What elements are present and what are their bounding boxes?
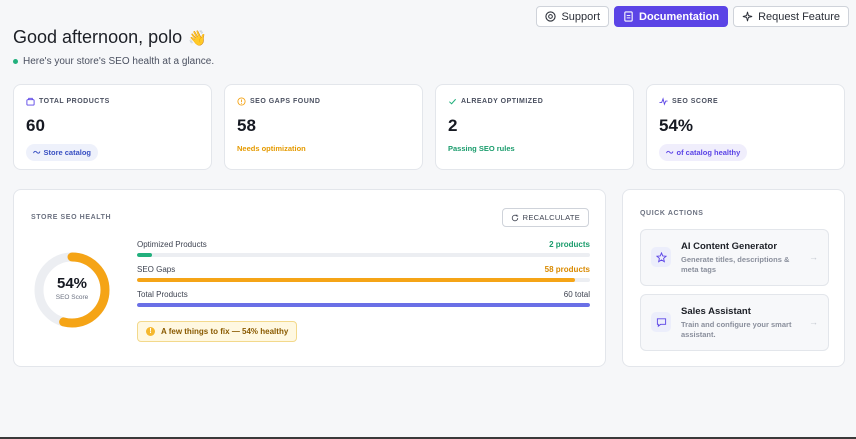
bar-track xyxy=(137,278,590,282)
seo-score-label: SEO Score xyxy=(55,294,89,301)
donut-center: 54% SEO Score xyxy=(33,275,111,301)
bar-value: 2 products xyxy=(549,240,590,249)
stat-card-seo-score: SEO SCORE 54% 〜 of catalog healthy xyxy=(646,84,845,170)
health-warning-badge: ! A few things to fix — 54% healthy xyxy=(137,321,298,342)
page-title: Good afternoon, polo 👋 xyxy=(13,27,207,48)
wave-icon: 👋 xyxy=(188,29,207,47)
stat-subtext: Needs optimization xyxy=(237,144,306,153)
subtitle-text: Here's your store's SEO health at a glan… xyxy=(23,56,215,67)
page-subtitle: Here's your store's SEO health at a glan… xyxy=(13,56,214,67)
stat-badge: 〜 of catalog healthy xyxy=(659,144,748,161)
seo-score-arc xyxy=(34,252,110,328)
quick-action-title: AI Content Generator xyxy=(681,241,778,252)
stat-value: 60 xyxy=(26,116,45,135)
trend-icon: 〜 xyxy=(33,148,41,157)
alert-circle-icon xyxy=(237,97,246,106)
bar-track xyxy=(137,253,590,257)
quick-action-description: Generate titles, descriptions & meta tag… xyxy=(681,255,790,274)
chat-icon xyxy=(651,312,671,332)
documentation-button[interactable]: Documentation xyxy=(614,6,729,27)
status-dot-icon xyxy=(13,59,18,64)
help-circle-icon xyxy=(545,11,557,22)
bar-fill xyxy=(137,278,576,282)
stat-value: 2 xyxy=(448,116,458,135)
quick-action-description: Train and configure your smart assistant… xyxy=(681,320,792,339)
bar-label: Optimized Products xyxy=(137,240,207,249)
greeting-text: Good afternoon, polo xyxy=(13,27,183,47)
stat-label: TOTAL PRODUCTS xyxy=(39,98,110,105)
stat-value: 54% xyxy=(659,116,694,135)
box-icon xyxy=(26,97,35,106)
seo-score-donut xyxy=(34,252,110,328)
sparkle-icon xyxy=(742,11,753,22)
bar-seo-gaps: SEO Gaps 58 products xyxy=(137,265,590,282)
documentation-label: Documentation xyxy=(639,10,720,23)
activity-icon xyxy=(659,97,668,106)
bar-value: 58 products xyxy=(544,265,590,274)
check-icon xyxy=(449,98,457,105)
bar-total-products: Total Products 60 total xyxy=(137,290,590,307)
stat-badge: 〜 Store catalog xyxy=(26,144,99,161)
stat-subtext: Passing SEO rules xyxy=(448,144,515,153)
bar-label: Total Products xyxy=(137,290,188,299)
bar-track xyxy=(137,303,590,307)
stat-card-total-products: TOTAL PRODUCTS 60 〜 Store catalog xyxy=(13,84,212,170)
panel-title: STORE SEO HEALTH xyxy=(31,214,112,221)
stat-label: ALREADY OPTIMIZED xyxy=(461,98,544,105)
stat-badge-text: of catalog healthy xyxy=(676,148,741,157)
bar-value: 60 total xyxy=(563,290,590,299)
top-actions: Support Documentation Request Feature xyxy=(536,6,849,27)
bottom-divider xyxy=(0,437,856,439)
stat-cards: TOTAL PRODUCTS 60 〜 Store catalog SEO GAP… xyxy=(13,84,845,170)
document-icon xyxy=(624,11,633,22)
support-label: Support xyxy=(561,10,600,23)
quick-action-sales-assistant[interactable]: Sales Assistant Train and configure your… xyxy=(640,294,829,351)
bar-fill xyxy=(137,303,590,307)
seo-score-value: 54% xyxy=(56,275,88,292)
recalculate-label: RECALCULATE xyxy=(522,213,580,222)
star-icon xyxy=(651,247,671,267)
stat-label: SEO GAPS FOUND xyxy=(250,98,321,105)
stat-card-seo-gaps: SEO GAPS FOUND 58 Needs optimization xyxy=(224,84,423,170)
stat-value: 58 xyxy=(237,116,256,135)
stat-card-already-optimized: ALREADY OPTIMIZED 2 Passing SEO rules xyxy=(435,84,634,170)
support-button[interactable]: Support xyxy=(536,6,609,27)
arrow-right-icon: → xyxy=(809,317,818,327)
stat-badge-text: Store catalog xyxy=(43,148,92,157)
bar-fill xyxy=(137,253,152,257)
trend-icon: 〜 xyxy=(666,148,674,157)
recalculate-button[interactable]: RECALCULATE xyxy=(501,208,589,227)
request-feature-button[interactable]: Request Feature xyxy=(733,6,849,27)
request-feature-label: Request Feature xyxy=(758,10,840,23)
stat-label: SEO SCORE xyxy=(672,98,719,105)
seo-health-panel: STORE SEO HEALTH RECALCULATE 54% SEO Sco… xyxy=(13,189,606,367)
arrow-right-icon: → xyxy=(809,252,818,262)
bar-label: SEO Gaps xyxy=(137,265,176,274)
warning-text: A few things to fix — 54% healthy xyxy=(161,327,289,336)
quick-action-ai-content-generator[interactable]: AI Content Generator Generate titles, de… xyxy=(640,229,829,286)
bar-optimized-products: Optimized Products 2 products xyxy=(137,240,590,257)
panel-title: QUICK ACTIONS xyxy=(640,210,704,217)
warning-icon: ! xyxy=(146,327,155,336)
refresh-icon xyxy=(511,214,518,221)
progress-bars: Optimized Products 2 products SEO Gaps 5… xyxy=(137,240,590,315)
quick-action-title: Sales Assistant xyxy=(681,306,751,317)
quick-actions-panel: QUICK ACTIONS AI Content Generator Gener… xyxy=(622,189,845,367)
